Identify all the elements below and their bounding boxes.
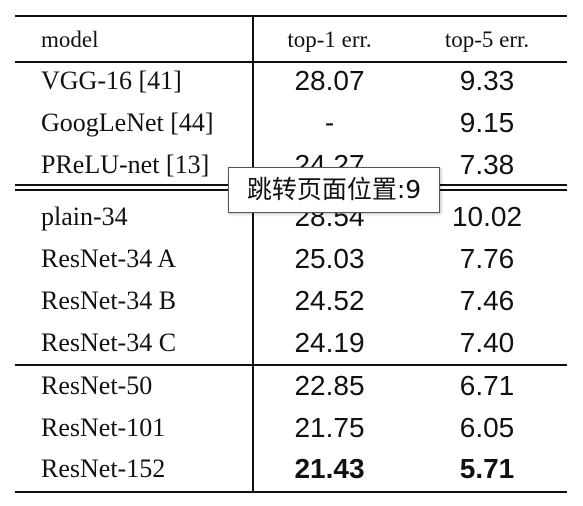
table-bottom-rule — [15, 491, 567, 493]
row-top1: - — [324, 107, 335, 138]
header-model: model — [41, 27, 99, 52]
row-top5: 10.02 — [451, 201, 523, 232]
table-row-best: ResNet-152 21.43 5.71 — [15, 448, 567, 490]
table-top-rule — [15, 15, 567, 17]
row-model: VGG-16 [41] — [41, 66, 182, 95]
header-bottom-rule — [15, 61, 567, 63]
row-top1: 21.75 — [294, 412, 365, 443]
row-top1-best: 21.43 — [294, 453, 365, 484]
row-model: ResNet-34 B — [41, 286, 177, 315]
table-header-row: model top-1 err. top-5 err. — [15, 19, 567, 61]
table-row: ResNet-34 A 25.03 7.76 — [15, 238, 567, 280]
row-top5: 9.15 — [459, 107, 515, 138]
table-row: ResNet-101 21.75 6.05 — [15, 407, 567, 449]
row-top5: 6.71 — [459, 370, 515, 401]
table-row: VGG-16 [41] 28.07 9.33 — [15, 60, 567, 102]
row-model: ResNet-152 — [41, 454, 166, 483]
row-top1: 22.85 — [294, 370, 365, 401]
row-model: plain-34 — [41, 202, 128, 231]
jump-to-page-tooltip[interactable]: 跳转页面位置:9 — [228, 167, 440, 213]
row-top5: 7.40 — [459, 327, 515, 358]
column-separator — [252, 15, 254, 493]
row-model: ResNet-50 — [41, 371, 153, 400]
group-divider-rule — [15, 364, 567, 366]
row-top5: 7.76 — [459, 243, 515, 274]
row-top1: 25.03 — [294, 243, 365, 274]
table-row: ResNet-34 C 24.19 7.40 — [15, 322, 567, 364]
row-top5-best: 5.71 — [459, 453, 515, 484]
row-model: PReLU-net [13] — [41, 150, 210, 179]
table-row: GoogLeNet [44] - 9.15 — [15, 102, 567, 144]
row-model: GoogLeNet [44] — [41, 108, 214, 137]
row-top5: 7.46 — [459, 285, 515, 316]
table-row: ResNet-34 B 24.52 7.46 — [15, 280, 567, 322]
header-top1: top-1 err. — [287, 27, 372, 52]
row-top1: 24.19 — [294, 327, 365, 358]
row-top1: 24.52 — [294, 285, 365, 316]
row-top5: 9.33 — [459, 65, 515, 96]
row-top1: 28.07 — [294, 65, 365, 96]
row-model: ResNet-34 C — [41, 328, 177, 357]
header-top5: top-5 err. — [444, 27, 530, 52]
row-model: ResNet-101 — [41, 413, 166, 442]
row-top5: 6.05 — [459, 412, 515, 443]
row-model: ResNet-34 A — [41, 244, 177, 273]
table-row: ResNet-50 22.85 6.71 — [15, 365, 567, 407]
row-top5: 7.38 — [459, 149, 515, 180]
